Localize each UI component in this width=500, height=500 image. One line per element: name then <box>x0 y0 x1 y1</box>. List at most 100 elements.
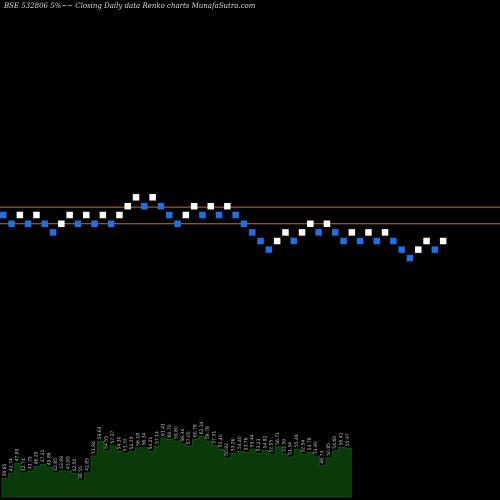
renko-brick <box>66 211 73 219</box>
volume-label: 55.40 <box>218 434 224 447</box>
renko-brick <box>141 202 148 210</box>
renko-brick <box>406 254 414 262</box>
renko-brick <box>265 246 273 253</box>
volume-label: 55.44 <box>250 434 256 447</box>
renko-brick <box>190 202 198 210</box>
renko-brick <box>439 237 447 245</box>
volume-label: 56.18 <box>135 433 141 446</box>
volume-label: 54.82 <box>262 435 268 448</box>
renko-brick <box>83 211 90 219</box>
volume-label: 57.37 <box>110 431 116 444</box>
volume-label: 42.74 <box>8 458 14 471</box>
volume-label: 42.50 <box>72 458 78 471</box>
volume-label: 56.34 <box>142 432 148 445</box>
renko-brick <box>174 220 181 228</box>
volume-label: 59.64 <box>97 426 103 439</box>
volume-label: 51.84 <box>91 441 97 454</box>
renko-brick <box>182 211 190 219</box>
renko-brick <box>290 237 297 245</box>
volume-label: 53.32 <box>123 438 129 451</box>
volume-label: 53.23 <box>256 438 262 451</box>
volume-label: 42.85 <box>85 458 91 471</box>
volume-label: 54.21 <box>148 436 154 449</box>
volume-label: 61.41 <box>161 423 167 436</box>
renko-brick <box>74 220 82 228</box>
chart-title: BSE 532806 5%~~ Closing Daily data Renko… <box>4 2 256 10</box>
renko-brick <box>232 211 239 219</box>
volume-panel <box>1 435 352 498</box>
renko-brick <box>240 220 248 228</box>
volume-label: 38.55 <box>78 466 84 479</box>
volume-label: 59.80 <box>173 426 179 439</box>
renko-brick <box>381 229 389 236</box>
volume-label: 54.30 <box>116 436 122 449</box>
renko-brick <box>207 202 214 210</box>
volume-label: 59.78 <box>205 426 211 439</box>
volume-label: 46.73 <box>320 451 326 464</box>
volume-label: 53.76 <box>243 437 249 450</box>
renko-brick <box>33 211 40 219</box>
renko-brick <box>257 237 264 245</box>
volume-label: 43.85 <box>66 456 72 469</box>
renko-brick <box>224 202 231 210</box>
volume-label: 56.41 <box>339 432 345 445</box>
volume-label: 42.85 <box>53 458 59 471</box>
volume-label: 52.55 <box>269 440 275 453</box>
renko-brick <box>423 237 430 245</box>
renko-brick <box>282 229 289 236</box>
volume-label: 54.55 <box>104 436 110 449</box>
volume-label: 54.60 <box>332 436 338 449</box>
renko-brick <box>58 220 65 228</box>
volume-label: 57.14 <box>154 431 160 444</box>
volume-area <box>1 435 352 498</box>
volume-label: 42.74 <box>21 458 27 471</box>
volume-label: 52.99 <box>281 439 287 452</box>
volume-label: 53.26 <box>231 438 237 451</box>
renko-brick <box>273 237 281 245</box>
renko-brick <box>16 211 24 219</box>
volume-label: 45.86 <box>46 452 52 465</box>
renko-brick <box>356 237 364 245</box>
renko-bricks <box>0 194 447 262</box>
volume-label: 47.89 <box>15 448 21 461</box>
renko-brick <box>215 211 223 219</box>
volume-label: 62.34 <box>199 421 205 434</box>
renko-brick <box>323 220 331 228</box>
volume-label: 56.71 <box>275 432 281 445</box>
volume-label: 51.34 <box>288 442 294 455</box>
renko-brick <box>315 229 322 236</box>
volume-label: 39.85 <box>2 463 8 476</box>
renko-brick <box>340 237 347 245</box>
renko-brick <box>390 237 397 245</box>
volume-label: 43.89 <box>59 456 65 469</box>
volume-label: 57.05 <box>186 431 192 444</box>
renko-brick <box>107 220 115 228</box>
volume-label: 47.31 <box>40 449 46 462</box>
volume-label: 54.25 <box>129 436 135 449</box>
renko-brick <box>348 229 356 236</box>
volume-label: 60.78 <box>193 424 199 437</box>
volume-label: 58.34 <box>180 429 186 442</box>
renko-brick <box>431 246 439 253</box>
volume-label: 46.29 <box>34 451 40 464</box>
renko-brick <box>24 220 32 228</box>
volume-label: 57.31 <box>212 431 218 444</box>
renko-brick <box>415 246 422 253</box>
renko-brick <box>99 211 107 219</box>
renko-brick <box>365 229 372 236</box>
renko-brick <box>332 229 339 236</box>
volume-label: 51.80 <box>313 441 319 454</box>
renko-brick <box>116 211 123 219</box>
volume-label: 52.54 <box>300 440 306 453</box>
volume-label: 60.70 <box>167 424 173 437</box>
renko-brick <box>8 220 15 228</box>
renko-brick <box>307 220 314 228</box>
volume-label: 50.82 <box>224 443 230 456</box>
renko-brick <box>157 202 165 210</box>
reference-lines <box>0 206 500 225</box>
renko-brick <box>0 211 7 219</box>
volume-label: 55.97 <box>345 433 351 446</box>
renko-brick <box>298 229 306 236</box>
renko-brick <box>398 246 405 253</box>
